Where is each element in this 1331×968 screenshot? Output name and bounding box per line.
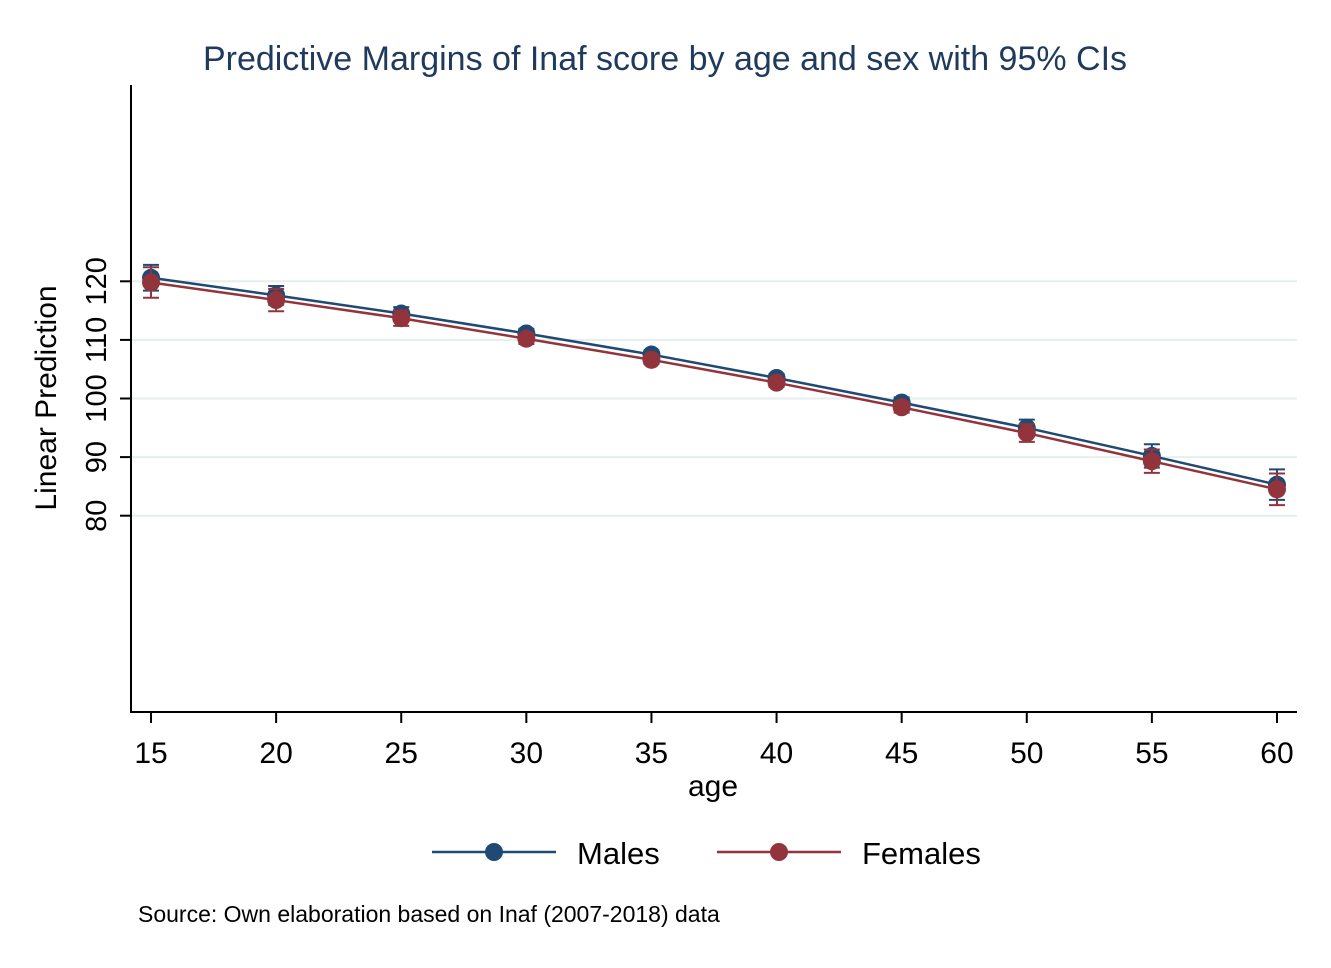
grid <box>131 280 1297 517</box>
y-ticks: 80 90 100 110 120 <box>81 257 131 532</box>
x-tick-label: 40 <box>760 737 793 770</box>
source-note: Source: Own elaboration based on Inaf (2… <box>138 901 720 927</box>
data-point-females <box>1267 480 1286 499</box>
data-point-females <box>767 373 786 392</box>
legend-item-females: Females <box>717 836 981 871</box>
x-tick-label: 15 <box>134 737 167 770</box>
x-tick-label: 20 <box>259 737 292 770</box>
y-tick-label: 80 <box>81 500 113 532</box>
x-tick-label: 50 <box>1010 737 1043 770</box>
data-point-females <box>142 273 161 292</box>
series-females <box>142 266 1286 507</box>
data-point-females <box>642 350 661 369</box>
x-tick-label: 60 <box>1260 737 1293 770</box>
chart-title: Predictive Margins of Inaf score by age … <box>203 40 1127 78</box>
y-axis-title: Linear Prediction <box>30 285 63 510</box>
data-point-females <box>517 329 536 348</box>
legend: Males Females <box>432 836 981 871</box>
x-tick-label: 30 <box>510 737 543 770</box>
data-point-females <box>892 398 911 417</box>
legend-label-males: Males <box>577 836 660 871</box>
y-tick-label: 110 <box>81 317 113 363</box>
series-males <box>142 263 1286 501</box>
legend-marker-males <box>485 843 503 861</box>
data-point-females <box>267 291 286 310</box>
data-point-females <box>1017 424 1036 443</box>
x-tick-label: 55 <box>1135 737 1168 770</box>
legend-marker-females <box>770 843 788 861</box>
y-tick-label: 120 <box>81 257 113 305</box>
y-tick-label: 90 <box>81 441 113 473</box>
x-tick-label: 25 <box>385 737 418 770</box>
plot-area <box>142 263 1286 507</box>
legend-item-males: Males <box>432 836 660 871</box>
y-tick-label: 100 <box>81 374 113 422</box>
series-line-males <box>150 276 1278 486</box>
x-axis-title: age <box>688 770 738 803</box>
x-tick-label: 35 <box>635 737 668 770</box>
legend-label-females: Females <box>862 836 981 871</box>
series-line-females <box>150 281 1278 491</box>
x-ticks: 15 20 25 30 35 40 45 50 55 60 <box>134 712 1294 770</box>
data-point-females <box>1142 452 1161 471</box>
x-tick-label: 45 <box>885 737 918 770</box>
data-point-females <box>392 309 411 328</box>
